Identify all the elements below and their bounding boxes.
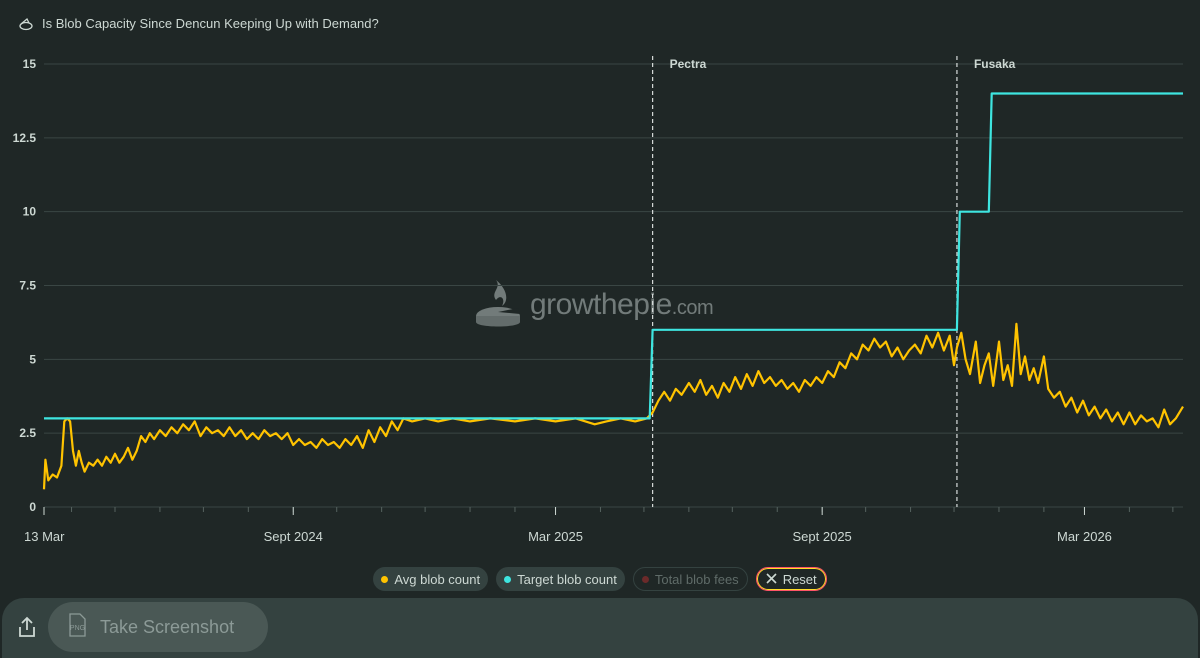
y-tick-label: 10 (23, 205, 37, 219)
y-tick-label: 0 (29, 500, 36, 514)
legend-dot (641, 575, 649, 583)
growthepie-watermark: growthepie.com (472, 278, 714, 332)
grid (44, 63, 1183, 508)
png-badge: PNG (70, 625, 85, 632)
legend-label: Total blob fees (654, 571, 739, 587)
x-tick-label: 13 Mar (24, 529, 65, 544)
series-lines (42, 92, 1184, 490)
take-screenshot-button[interactable]: PNG Take Screenshot (48, 602, 268, 652)
series-line (42, 322, 1184, 490)
y-tick-label: 7.5 (19, 279, 36, 293)
legend-item-avg-blob-count[interactable]: Avg blob count (373, 567, 489, 591)
x-tick-label: Sept 2024 (264, 529, 323, 544)
pie-chart-icon (18, 17, 34, 31)
event-label: Fusaka (974, 57, 1016, 71)
series-line (44, 92, 1183, 420)
legend-item-total-blob-fees[interactable]: Total blob fees (632, 567, 748, 591)
x-tick-label: Sept 2025 (793, 529, 852, 544)
axes: 0 2.5 5 7.5 10 12.5 15 13 Mar Sept 2024 Mar 2025 S… (13, 57, 1174, 544)
share-icon (19, 616, 35, 637)
watermark-suffix: .com (671, 297, 714, 319)
legend-dot (381, 575, 389, 583)
event-label: Pectra (670, 57, 707, 71)
x-tick-label: Mar 2025 (528, 529, 583, 544)
y-tick-label: 15 (23, 57, 37, 71)
share-button[interactable] (12, 612, 42, 642)
legend-item-target-blob-count[interactable]: Target blob count (496, 567, 625, 591)
reset-label: Reset (782, 571, 817, 587)
png-file-icon: PNG (66, 612, 88, 642)
legend: Avg blob count Target blob count Total b… (0, 567, 1200, 591)
legend-dot (504, 575, 512, 583)
bottom-toolbar: PNG Take Screenshot (2, 598, 1198, 658)
close-icon (766, 572, 777, 587)
legend-label: Target blob count (517, 571, 617, 587)
y-tick-label: 5 (29, 352, 36, 366)
reset-button[interactable]: Reset (755, 567, 827, 591)
blob-chart: Pectra Fusaka 0 2.5 5 7.5 10 12.5 15 13 Mar Sept … (13, 56, 1184, 544)
x-tick-label: Mar 2026 (1057, 529, 1112, 544)
watermark-brand: growthepie (530, 288, 672, 321)
take-screenshot-label: Take Screenshot (100, 616, 235, 637)
chart-header: Is Blob Capacity Since Dencun Keeping Up… (18, 16, 379, 31)
event-annotations: Pectra Fusaka (652, 56, 1016, 507)
growthepie-logo-icon (476, 280, 520, 327)
legend-label: Avg blob count (394, 571, 481, 587)
y-tick-label: 2.5 (19, 426, 36, 440)
y-tick-label: 12.5 (13, 131, 37, 145)
chart-title: Is Blob Capacity Since Dencun Keeping Up… (42, 16, 379, 31)
